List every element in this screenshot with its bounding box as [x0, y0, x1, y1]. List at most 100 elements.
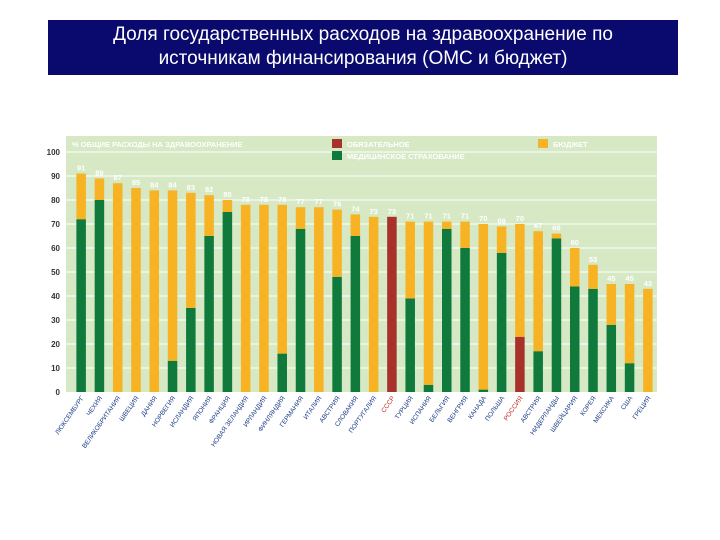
- bar-segment-budget: [167, 190, 178, 361]
- y-tick-label: 40: [51, 292, 60, 301]
- x-tick-label: США: [620, 395, 635, 412]
- bar-total-label: 73: [388, 207, 396, 216]
- y-axis-title: % ОБЩИЕ РАСХОДЫ НА ЗДРАВООХРАНЕНИЕ: [72, 140, 242, 149]
- bar-total-label: 45: [607, 274, 615, 283]
- bar-total-label: 76: [333, 200, 341, 209]
- bar-segment-insurance: [186, 308, 196, 392]
- bar-total-label: 45: [625, 274, 633, 283]
- bar-segment-budget: [186, 192, 196, 308]
- bar-total-label: 71: [443, 212, 451, 221]
- legend-label-budget: БЮДЖЕТ: [553, 140, 588, 149]
- bar-segment-insurance: [588, 288, 598, 392]
- bar-total-label: 84: [168, 180, 177, 189]
- x-tick-label: ВЕЛИКОБРИТАНИЯ: [81, 395, 122, 450]
- y-tick-label: 50: [51, 268, 60, 277]
- bar-total-label: 85: [132, 178, 140, 187]
- bar-segment-insurance: [94, 200, 105, 392]
- slide-title: Доля государственных расходов на здравоо…: [48, 20, 678, 75]
- x-tick-label: ДАНИЯ: [140, 395, 159, 418]
- bar-segment-budget: [423, 221, 434, 385]
- slide-title-line-1: Доля государственных расходов на здравоо…: [113, 24, 613, 45]
- bar-total-label: 89: [95, 168, 103, 177]
- y-tick-label: 80: [51, 196, 60, 205]
- bar-total-label: 71: [406, 212, 414, 221]
- bar-segment-insurance: [442, 228, 452, 392]
- bar-segment-budget: [131, 188, 141, 392]
- y-tick-label: 30: [51, 316, 60, 325]
- bar-segment-budget: [442, 221, 452, 229]
- bar-segment-budget: [606, 284, 617, 325]
- bar-total-label: 60: [571, 238, 579, 247]
- y-tick-label: 60: [51, 244, 60, 253]
- bar-segment-insurance: [551, 238, 562, 392]
- bar-segment-budget: [204, 195, 214, 236]
- bar-segment-budget: [112, 183, 123, 392]
- bar-segment-budget: [496, 226, 507, 253]
- y-tick-label: 0: [56, 388, 61, 397]
- bar-total-label: 69: [497, 216, 505, 225]
- y-tick-label: 100: [47, 148, 61, 157]
- bar-segment-insurance: [478, 389, 489, 392]
- bar-total-label: 91: [77, 164, 85, 173]
- bar-total-label: 87: [114, 173, 122, 182]
- bar-segment-budget: [295, 207, 306, 229]
- bar-segment-budget: [588, 264, 598, 289]
- x-tick-label: ГРЕЦИЯ: [632, 395, 653, 421]
- bar-total-label: 67: [534, 221, 542, 230]
- bar-segment-budget: [515, 224, 525, 337]
- bar-segment-budget: [624, 284, 635, 364]
- bar-segment-insurance: [460, 248, 470, 392]
- stacked-bar-chart: 0 10 20 30 40 50 60 70 80 90 100 % ОБЩИЕ РАСХОДЫ НА…: [47, 136, 657, 450]
- bar-segment-budget: [332, 209, 342, 277]
- legend-label-mandatory: ОБЯЗАТЕЛЬНОЕ: [347, 140, 410, 149]
- bar-total-label: 78: [260, 195, 268, 204]
- y-tick-label: 10: [51, 364, 60, 373]
- y-tick-label: 20: [51, 340, 60, 349]
- bar-segment-budget: [643, 288, 653, 392]
- legend-swatch-mandatory: [332, 139, 342, 148]
- x-tick-label: ЧЕХИЯ: [85, 395, 104, 418]
- bar-segment-mandatory: [515, 336, 525, 392]
- bar-segment-insurance: [423, 384, 434, 392]
- bar-segment-insurance: [350, 236, 361, 392]
- bar-segment-insurance: [222, 212, 233, 392]
- bar-total-label: 71: [424, 212, 432, 221]
- y-tick-label: 90: [51, 172, 60, 181]
- bar-segment-insurance: [405, 298, 415, 392]
- x-tick-label: КОРЕЯ: [579, 395, 598, 417]
- bar-segment-budget: [405, 221, 415, 299]
- bar-segment-budget: [240, 204, 251, 392]
- bar-total-label: 78: [278, 195, 286, 204]
- legend-swatch-insurance: [332, 151, 342, 160]
- bar-total-label: 83: [187, 183, 195, 192]
- bar-total-label: 78: [242, 195, 250, 204]
- bar-total-label: 80: [223, 190, 231, 199]
- bar-segment-insurance: [332, 276, 342, 392]
- bar-segment-budget: [533, 231, 543, 352]
- bar-segment-budget: [551, 233, 562, 239]
- y-tick-label: 70: [51, 220, 60, 229]
- x-tick-label: СССР: [380, 395, 396, 414]
- bar-total-label: 82: [205, 185, 213, 194]
- bar-segment-insurance: [569, 286, 580, 392]
- bar-total-label: 74: [351, 204, 360, 213]
- bar-segment-budget: [314, 207, 324, 392]
- bar-segment-budget: [259, 204, 269, 392]
- bar-segment-budget: [569, 248, 580, 287]
- bar-segment-budget: [368, 216, 379, 392]
- bar-total-label: 70: [479, 214, 487, 223]
- bar-segment-budget: [277, 204, 287, 354]
- slide-title-line-2: источникам финансирования (ОМС и бюджет): [158, 48, 568, 69]
- bar-segment-insurance: [204, 236, 214, 392]
- bar-segment-budget: [94, 178, 105, 200]
- bar-segment-budget: [76, 173, 86, 220]
- bar-total-label: 77: [296, 197, 304, 206]
- bar-segment-budget: [460, 221, 470, 248]
- bar-total-label: 70: [516, 214, 524, 223]
- bar-segment-budget: [478, 224, 489, 390]
- bar-segment-budget: [222, 200, 233, 212]
- bar-total-label: 53: [589, 255, 597, 264]
- bar-segment-insurance: [496, 252, 507, 392]
- bar-segment-insurance: [277, 353, 287, 392]
- bar-total-label: 77: [315, 197, 323, 206]
